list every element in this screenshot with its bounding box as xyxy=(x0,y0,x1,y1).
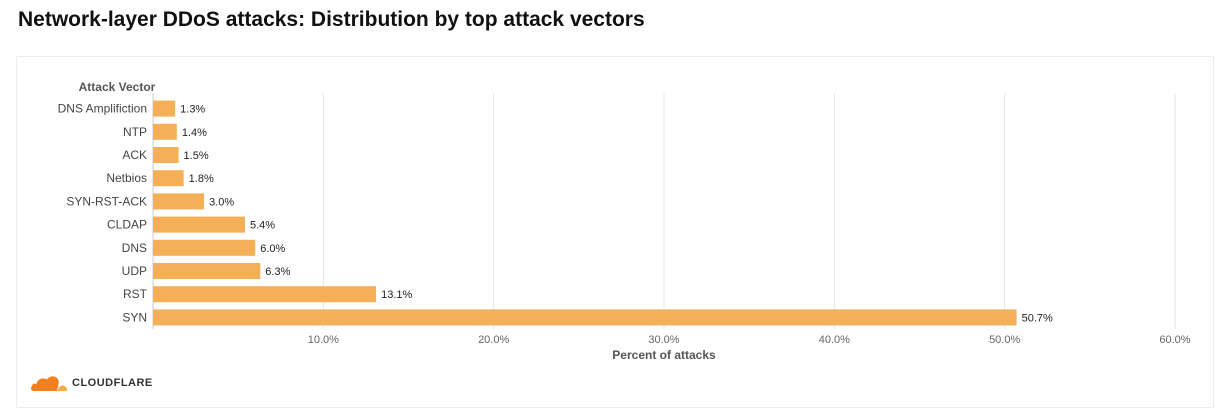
x-tick-label: 60.0% xyxy=(1159,334,1190,346)
cloud-icon xyxy=(30,376,68,391)
data-label: 1.4% xyxy=(182,127,207,139)
data-label: 1.8% xyxy=(189,173,214,185)
data-label: 6.0% xyxy=(260,243,285,255)
category-label: SYN-RST-ACK xyxy=(66,194,147,208)
bar xyxy=(153,170,184,187)
bar xyxy=(153,286,377,303)
category-label: ACK xyxy=(122,148,147,162)
category-label: UDP xyxy=(122,264,147,278)
page-title: Network-layer DDoS attacks: Distribution… xyxy=(18,8,645,31)
category-label: CLDAP xyxy=(107,218,147,232)
bar xyxy=(153,193,205,210)
x-axis-title: Percent of attacks xyxy=(612,348,716,362)
labels: 10.0% 20.0% 30.0% 40.0% 50.0% 60.0% DNS Amplif… xyxy=(58,102,1191,346)
y-axis-title: Attack Vector xyxy=(79,80,156,94)
category-label: DNS Amplifiction xyxy=(58,102,147,116)
bar-chart: 10.0% 20.0% 30.0% 40.0% 50.0% 60.0% DNS Amplif… xyxy=(58,80,1191,362)
data-label: 5.4% xyxy=(250,220,275,232)
data-label: 13.1% xyxy=(381,289,412,301)
data-label: 1.5% xyxy=(184,150,209,162)
category-label: NTP xyxy=(123,125,147,139)
bars xyxy=(153,100,1017,326)
bar xyxy=(153,123,177,140)
bar xyxy=(153,239,256,256)
bar xyxy=(153,216,245,233)
data-label: 50.7% xyxy=(1022,312,1053,324)
category-label: DNS xyxy=(122,241,147,255)
cloudflare-logo: CLOUDFLARE xyxy=(30,374,153,392)
bar xyxy=(153,147,179,163)
data-label: 3.0% xyxy=(209,196,234,208)
x-tick-label: 50.0% xyxy=(989,334,1020,346)
x-tick-label: 10.0% xyxy=(308,334,339,346)
bar xyxy=(153,100,176,117)
brand-name: CLOUDFLARE xyxy=(72,377,153,389)
x-tick-label: 20.0% xyxy=(478,334,509,346)
category-label: RST xyxy=(123,287,148,301)
chart-panel: 10.0% 20.0% 30.0% 40.0% 50.0% 60.0% DNS Amplif… xyxy=(16,56,1214,408)
bar xyxy=(153,263,261,279)
bar xyxy=(153,309,1017,326)
category-label: SYN xyxy=(122,310,147,324)
category-label: Netbios xyxy=(106,171,147,185)
x-tick-label: 30.0% xyxy=(648,334,679,346)
data-label: 6.3% xyxy=(265,266,290,278)
data-label: 1.3% xyxy=(180,104,205,116)
x-tick-label: 40.0% xyxy=(819,334,850,346)
